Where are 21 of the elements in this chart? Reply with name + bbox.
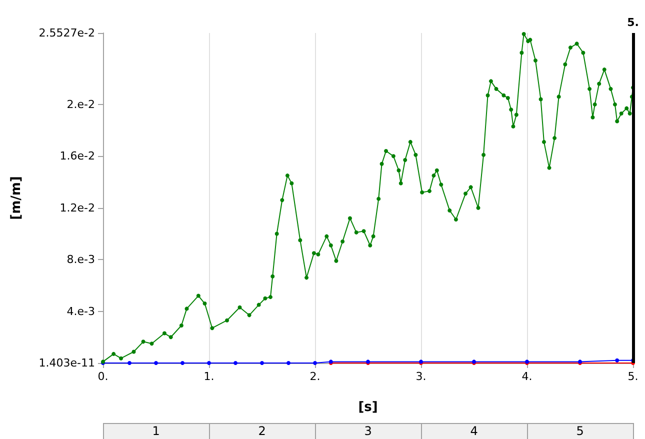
x-tick-label: 1. <box>204 370 214 383</box>
y-tick-label: 2.5527e-2 <box>38 26 95 40</box>
text: 4 <box>470 424 478 438</box>
x-tick-label: 0. <box>98 370 108 383</box>
text: 5 <box>576 424 584 438</box>
y-tick-label: 8.e-3 <box>66 253 95 266</box>
y-tick-label: 2.e-2 <box>66 98 95 111</box>
y-tick-label: 1.2e-2 <box>60 201 95 214</box>
x-tick-label: 4. <box>522 370 532 383</box>
y-tick-label: 1.403e-11 <box>38 356 95 370</box>
y-tick-label: 1.6e-2 <box>60 150 95 163</box>
x-tick-label: 3. <box>416 370 426 383</box>
ref-line-label: 5. <box>627 16 639 29</box>
x-tick-label: 2. <box>310 370 320 383</box>
text: 1 <box>152 424 160 438</box>
x-axis-title: [s] <box>358 400 378 415</box>
x-tick-label: 5. <box>628 370 638 383</box>
text: 3 <box>364 424 372 438</box>
y-axis-title: [m/m] <box>9 176 24 220</box>
text: 2 <box>258 424 266 438</box>
y-tick-label: 4.e-3 <box>66 304 95 318</box>
